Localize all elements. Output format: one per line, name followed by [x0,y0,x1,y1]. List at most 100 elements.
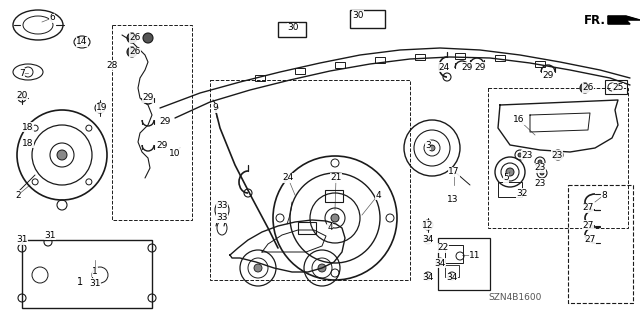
Bar [495,55,505,61]
Circle shape [143,33,153,43]
Text: 3: 3 [425,140,431,150]
Circle shape [540,171,544,175]
Text: 18: 18 [22,138,34,147]
Circle shape [127,47,137,57]
Bar [445,265,459,277]
Text: 19: 19 [96,103,108,113]
Text: 29: 29 [142,93,154,102]
Text: 29: 29 [461,63,473,71]
Text: 15: 15 [216,213,228,222]
Text: 31: 31 [44,231,56,240]
Text: 34: 34 [435,258,445,268]
Text: 29: 29 [159,117,171,127]
Text: FR.: FR. [584,13,606,26]
Bar [535,61,545,67]
Circle shape [438,260,442,264]
Text: 7: 7 [19,69,25,78]
Text: 27: 27 [582,220,594,229]
Text: 27: 27 [582,204,594,212]
Text: 34: 34 [422,235,434,244]
Circle shape [518,153,522,157]
Text: 17: 17 [448,167,460,176]
Circle shape [127,33,137,43]
Text: 29: 29 [156,140,168,150]
Text: 33: 33 [216,213,228,222]
Polygon shape [608,16,640,24]
Bar [375,57,385,63]
Text: 8: 8 [601,190,607,199]
Bar [455,53,465,59]
Bar [325,190,343,202]
Text: 23: 23 [522,151,532,160]
Bar [112,25,192,220]
Text: 23: 23 [534,164,546,173]
Bar [255,75,265,81]
Text: 33: 33 [216,201,228,210]
Text: 27: 27 [584,235,596,244]
Text: 24: 24 [438,63,450,71]
Text: 30: 30 [287,24,299,33]
Text: 31: 31 [89,278,100,287]
Bar [298,222,316,234]
Text: 32: 32 [516,189,528,197]
Bar [498,182,522,197]
Bar [438,238,490,290]
Circle shape [57,150,67,160]
Text: 23: 23 [551,151,563,160]
Text: 4: 4 [327,224,333,233]
Bar [415,54,425,60]
Circle shape [426,274,430,278]
Bar [210,80,410,280]
Text: 24: 24 [282,174,294,182]
Text: 34: 34 [422,273,434,283]
Text: 21: 21 [330,174,342,182]
Text: 34: 34 [446,273,458,283]
Text: 1: 1 [92,268,98,277]
Text: 16: 16 [513,115,525,124]
Bar [22,240,152,308]
Circle shape [506,168,514,176]
Text: 25: 25 [612,84,624,93]
Text: SZN4B1600: SZN4B1600 [488,293,541,302]
Circle shape [331,214,339,222]
Text: 26: 26 [582,84,594,93]
Text: 30: 30 [352,11,364,19]
Text: 4: 4 [375,190,381,199]
Text: 9: 9 [212,103,218,113]
Bar [605,80,627,94]
Text: 14: 14 [76,38,88,47]
Bar [568,185,633,303]
Text: 31: 31 [16,235,28,244]
Bar [445,245,463,263]
Circle shape [580,83,590,93]
Circle shape [429,145,435,151]
Text: 6: 6 [49,13,55,23]
Text: 18: 18 [22,122,34,131]
Bar [335,62,345,68]
Text: 20: 20 [16,91,28,100]
Text: 5: 5 [503,174,509,182]
Text: 12: 12 [422,220,434,229]
Circle shape [538,160,542,164]
Bar [295,68,305,74]
Text: 1: 1 [77,277,83,287]
Circle shape [450,274,454,278]
Text: 29: 29 [474,63,486,71]
Circle shape [254,264,262,272]
Text: 26: 26 [129,33,141,42]
Bar [350,10,385,28]
Text: 26: 26 [129,48,141,56]
Text: 23: 23 [534,179,546,188]
Bar [278,22,306,37]
Circle shape [426,238,430,242]
Text: 11: 11 [469,250,481,259]
Text: 28: 28 [106,61,118,70]
Text: 10: 10 [169,149,180,158]
Text: 2: 2 [15,190,21,199]
Text: 29: 29 [542,70,554,79]
Circle shape [318,264,326,272]
Text: 22: 22 [437,243,449,253]
Circle shape [556,153,560,157]
Bar [488,88,628,228]
Text: 13: 13 [447,196,459,204]
